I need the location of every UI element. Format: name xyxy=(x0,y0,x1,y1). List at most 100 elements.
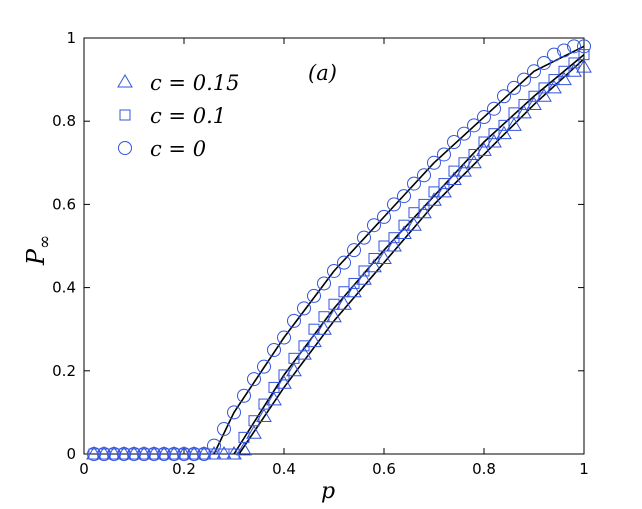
series-1-point xyxy=(478,136,490,148)
series-2-point xyxy=(367,218,381,233)
series-2-point xyxy=(277,330,291,345)
series-1-point xyxy=(428,186,440,198)
series-1-point xyxy=(368,252,380,264)
series-0-point xyxy=(376,250,392,264)
series-0-point xyxy=(256,408,272,423)
series-1-point xyxy=(238,431,250,443)
x-tick-label: 0 xyxy=(79,460,89,478)
series-1-point xyxy=(438,178,450,190)
series-0-point xyxy=(426,192,442,206)
series-2-point xyxy=(467,118,481,133)
series-0-point xyxy=(366,258,382,273)
series-2-point xyxy=(387,197,401,212)
series-2-point xyxy=(227,405,241,420)
series-1-point xyxy=(288,352,300,364)
series-1-point xyxy=(308,323,320,335)
series-1-point xyxy=(468,148,480,160)
series-2-point xyxy=(527,64,541,79)
legend-icons xyxy=(117,74,133,155)
y-tick-label: 1 xyxy=(66,29,76,47)
series-2-point xyxy=(237,388,251,403)
series-0-point xyxy=(316,321,332,335)
legend-marker-2 xyxy=(118,141,132,155)
series-1-point xyxy=(298,340,310,352)
data-markers xyxy=(86,39,592,461)
series-0-point xyxy=(336,296,352,310)
series-0-point xyxy=(576,59,592,73)
fit-line-1 xyxy=(233,54,585,455)
series-1-point xyxy=(508,107,520,119)
series-0-point xyxy=(236,441,252,456)
series-2-point xyxy=(187,447,201,461)
series-2-point xyxy=(107,447,121,461)
series-2-point xyxy=(457,126,471,141)
series-2-point xyxy=(517,72,531,87)
legend: c = 0.15 c = 0.1 c = 0 xyxy=(117,71,239,161)
series-1-point xyxy=(458,157,470,169)
series-0-point xyxy=(346,283,362,298)
series-1-point xyxy=(578,49,590,61)
series-1-point xyxy=(258,398,270,410)
series-2-point xyxy=(377,209,391,224)
plot-frame xyxy=(83,37,585,455)
series-0-point xyxy=(476,142,492,156)
fit-line-0 xyxy=(238,58,585,455)
series-2-point xyxy=(327,263,341,278)
series-0-point xyxy=(286,362,302,377)
series-0-point xyxy=(466,154,482,169)
series-2-point xyxy=(147,447,161,461)
series-2-point xyxy=(87,447,101,461)
series-1-point xyxy=(318,311,330,323)
series-1-point xyxy=(358,265,370,277)
panel-annotation: (a) xyxy=(308,61,337,85)
legend-label-1: c = 0.1 xyxy=(150,104,226,128)
series-2-point xyxy=(257,359,271,374)
x-tick-label: 0.6 xyxy=(372,460,396,478)
series-2-point xyxy=(407,176,421,191)
series-1-point xyxy=(488,128,500,140)
series-2-point xyxy=(157,447,171,461)
series-2-point xyxy=(357,230,371,245)
legend-label-0: c = 0.15 xyxy=(150,71,239,95)
series-1-point xyxy=(248,415,260,427)
series-1-point xyxy=(228,448,240,460)
series-1-point xyxy=(408,207,420,219)
y-tick-label: 0.8 xyxy=(52,112,76,130)
series-2-point xyxy=(347,243,361,258)
series-0-point xyxy=(506,117,522,131)
series-0-point xyxy=(546,79,562,94)
series-0-point xyxy=(486,134,502,148)
series-2-point xyxy=(197,447,211,461)
x-tick-label: 1 xyxy=(579,460,589,478)
legend-marker-0 xyxy=(117,74,133,88)
series-2-point xyxy=(567,39,581,54)
series-0-point xyxy=(496,125,512,140)
x-tick-label: 0.4 xyxy=(272,460,296,478)
series-1-point xyxy=(518,99,530,111)
series-2-point xyxy=(127,447,141,461)
series-0-point xyxy=(526,96,542,111)
series-0-point xyxy=(266,391,282,406)
series-2-point xyxy=(447,135,461,149)
series-2-point xyxy=(557,43,571,58)
y-tick-label: 0 xyxy=(66,445,76,463)
series-0-point xyxy=(406,217,422,231)
series-1-point xyxy=(348,277,360,289)
fit-line-2 xyxy=(213,45,585,455)
series-2-point xyxy=(417,168,431,183)
series-2-point xyxy=(267,343,281,357)
series-2-point xyxy=(137,447,151,461)
series-1-point xyxy=(378,240,390,252)
series-0-point xyxy=(436,183,452,198)
series-0-point xyxy=(416,204,432,219)
series-2-point xyxy=(307,288,321,303)
series-1-point xyxy=(418,198,430,210)
series-2-point xyxy=(287,313,301,328)
series-0-point xyxy=(386,238,402,252)
series-2-point xyxy=(217,422,231,437)
series-2-point xyxy=(207,438,221,453)
series-1-point xyxy=(538,82,550,94)
series-1-point xyxy=(548,74,560,86)
y-tick-label: 0.6 xyxy=(52,195,76,213)
